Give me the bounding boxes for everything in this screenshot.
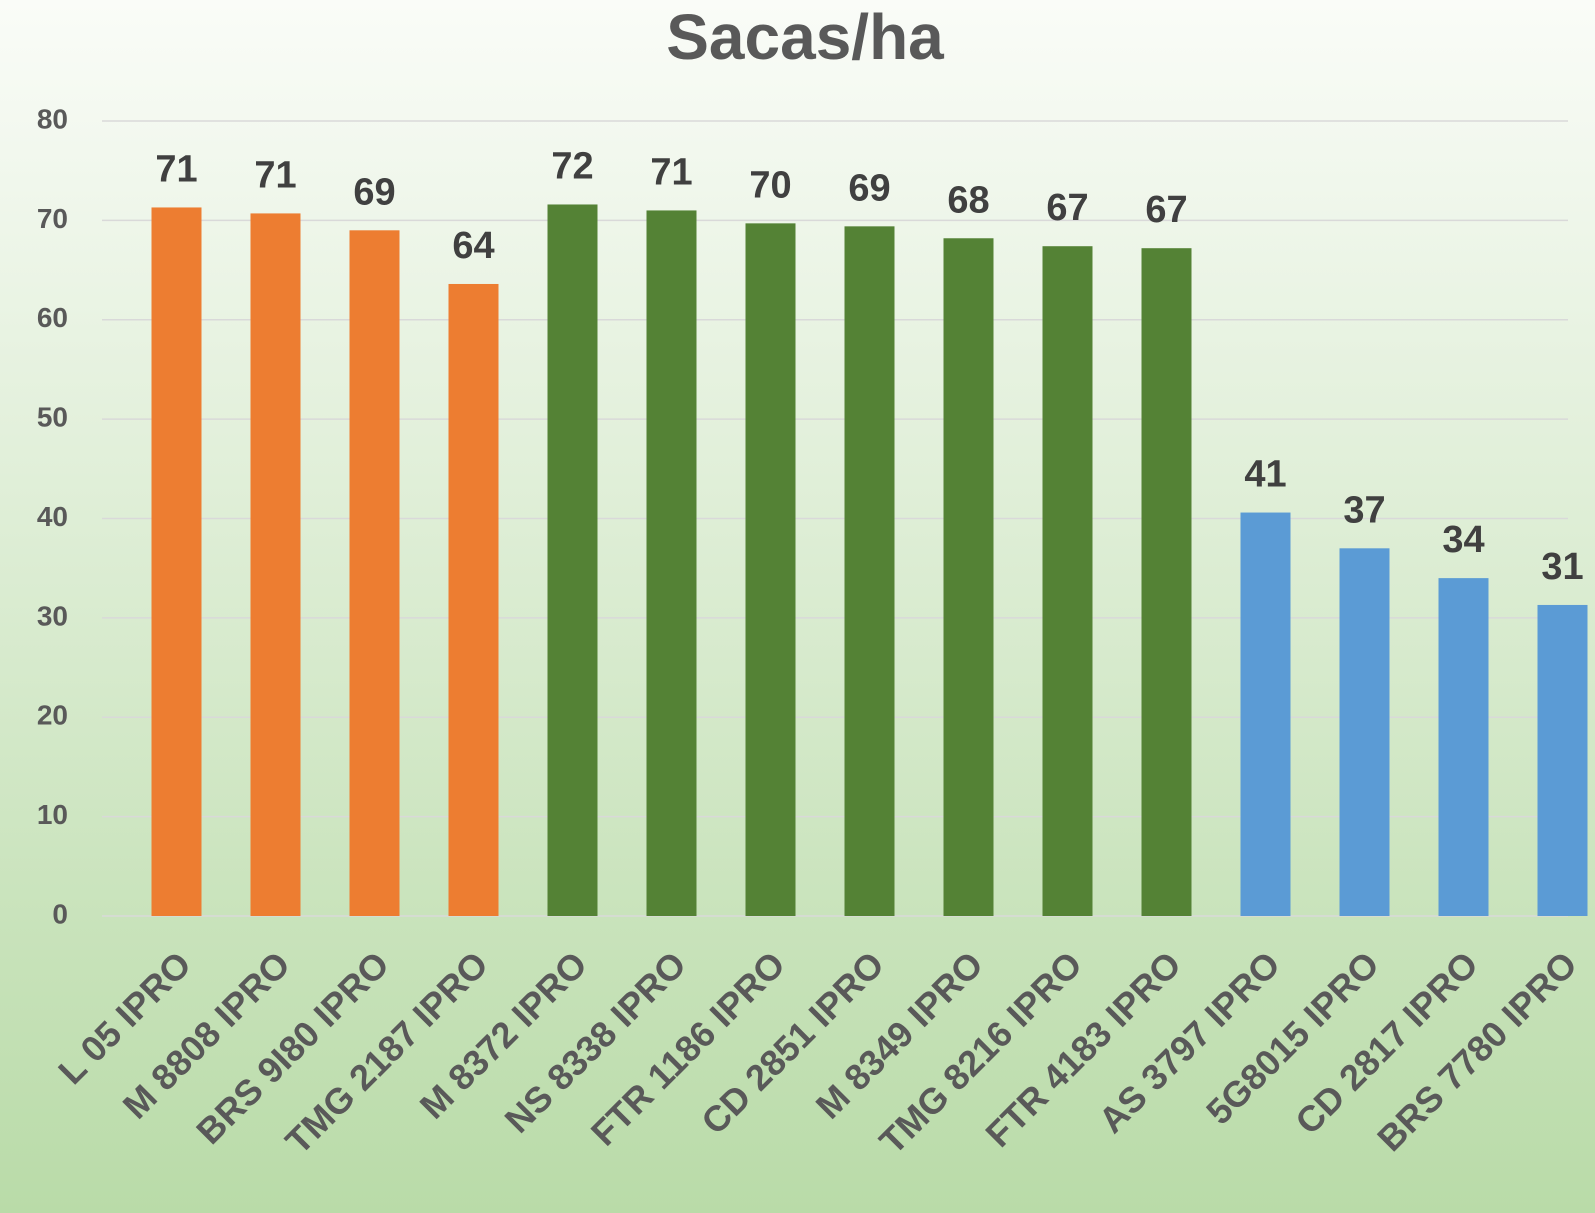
y-tick-label: 50	[37, 402, 68, 433]
value-label: 70	[749, 164, 791, 206]
value-label: 41	[1244, 454, 1286, 496]
value-label: 68	[947, 179, 989, 221]
y-tick-label: 0	[52, 898, 68, 929]
value-label: 71	[155, 148, 197, 190]
y-tick-label: 20	[37, 700, 68, 731]
bar	[448, 283, 499, 917]
bar	[646, 210, 697, 916]
y-tick-label: 40	[37, 501, 68, 532]
bar	[1042, 246, 1093, 916]
bar	[250, 213, 301, 916]
bar	[943, 238, 994, 916]
y-tick-label: 80	[37, 103, 68, 134]
bar	[151, 207, 202, 917]
value-label: 69	[353, 171, 395, 213]
value-label: 71	[650, 151, 692, 193]
y-tick-label: 60	[37, 302, 68, 333]
bar	[547, 204, 598, 917]
y-tick-label: 30	[37, 600, 68, 631]
y-tick-label: 10	[37, 799, 68, 830]
chart-title: Sacas/ha	[666, 1, 944, 73]
value-label: 34	[1442, 519, 1484, 561]
bar	[1537, 604, 1588, 916]
value-label: 67	[1046, 187, 1088, 229]
value-label: 31	[1541, 546, 1583, 588]
y-tick-label: 70	[37, 203, 68, 234]
bar	[1438, 578, 1489, 916]
bar	[745, 223, 796, 916]
value-label: 72	[551, 146, 593, 188]
value-label: 37	[1343, 489, 1385, 531]
bar	[1240, 512, 1291, 916]
value-label: 67	[1145, 189, 1187, 231]
value-label: 69	[848, 167, 890, 209]
bar	[1141, 248, 1192, 916]
value-label: 64	[452, 225, 494, 267]
bar	[349, 230, 400, 916]
value-label: 71	[254, 154, 296, 196]
bar	[844, 226, 895, 916]
bar	[1339, 548, 1390, 916]
